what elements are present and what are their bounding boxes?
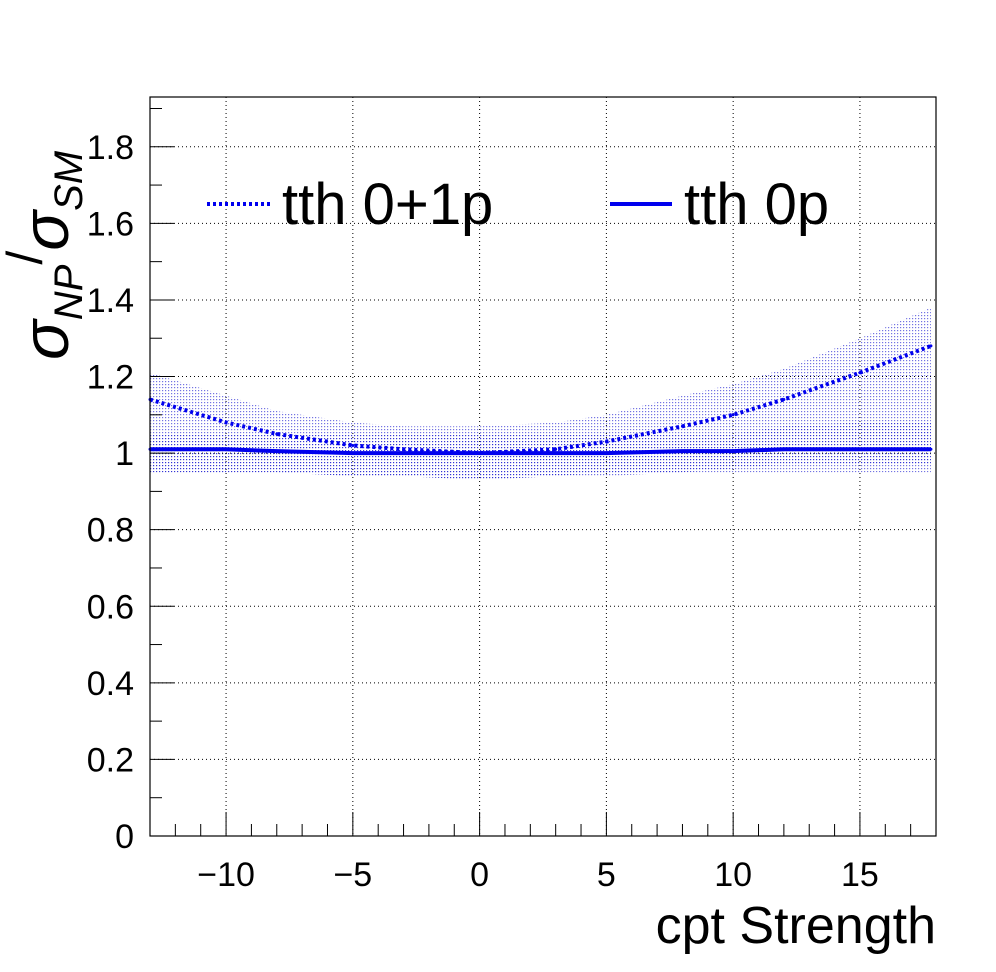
y-title-slash: / xyxy=(0,251,53,265)
x-tick-label-5: 15 xyxy=(841,856,879,894)
axis-tick-labels: −10 −5 0 5 10 15 0 0.2 0.4 0.6 0.8 1 1.2 1.4 1.6 1.8 xyxy=(87,129,879,894)
point-series-1-5 xyxy=(478,451,482,455)
point-series-1-9 xyxy=(731,449,735,453)
y-tick-label-2: 0.4 xyxy=(87,665,134,703)
x-tick-label-1: −5 xyxy=(333,856,372,894)
point-series-1-1 xyxy=(224,447,228,451)
point-series-0-3 xyxy=(351,443,355,447)
point-series-0-4 xyxy=(402,447,406,451)
point-series-0-7 xyxy=(604,440,608,444)
point-series-1-4 xyxy=(402,451,406,455)
y-tick-label-4: 0.8 xyxy=(87,512,134,550)
point-series-0-8 xyxy=(680,424,684,428)
point-series-0-1 xyxy=(224,420,228,424)
x-tick-label-2: 0 xyxy=(470,856,489,894)
y-title-sigma-np: σ xyxy=(8,318,82,360)
x-axis-title: cpt Strength xyxy=(656,897,936,955)
point-series-1-10 xyxy=(782,447,786,451)
y-tick-label-9: 1.8 xyxy=(87,129,134,167)
y-tick-label-8: 1.6 xyxy=(87,205,134,243)
y-tick-label-6: 1.2 xyxy=(87,359,134,397)
point-series-1-6 xyxy=(554,451,558,455)
point-series-1-3 xyxy=(351,451,355,455)
y-title-sub-np: NP xyxy=(47,264,91,320)
x-tick-label-3: 5 xyxy=(597,856,616,894)
point-series-1-12 xyxy=(929,447,933,451)
svg-text:σNP/σSM: σNP/σSM xyxy=(0,150,91,360)
point-series-1-11 xyxy=(858,447,862,451)
y-tick-label-5: 1 xyxy=(115,435,134,473)
y-tick-label-3: 0.6 xyxy=(87,588,134,626)
y-tick-label-1: 0.2 xyxy=(87,741,134,779)
legend-label-0p1p: tth 0+1p xyxy=(282,172,493,237)
point-series-0-2 xyxy=(275,432,279,436)
point-series-1-2 xyxy=(275,449,279,453)
x-tick-label-0: −10 xyxy=(197,856,255,894)
point-series-0-9 xyxy=(731,413,735,417)
legend: tth 0+1p tth 0p xyxy=(207,172,829,237)
point-series-1-7 xyxy=(604,451,608,455)
y-tick-label-7: 1.4 xyxy=(87,282,134,320)
axis-ticks xyxy=(150,107,912,837)
x-tick-label-4: 10 xyxy=(714,856,752,894)
series-lines xyxy=(148,344,933,456)
plot-frame xyxy=(149,96,937,837)
y-tick-label-0: 0 xyxy=(115,818,134,856)
point-series-1-8 xyxy=(680,449,684,453)
y-title-sigma-sm: σ xyxy=(8,209,82,251)
y-axis-title: σNP/σSM xyxy=(0,150,91,360)
point-series-0-12 xyxy=(929,344,933,348)
point-series-0-10 xyxy=(782,397,786,401)
legend-label-0p: tth 0p xyxy=(684,172,829,237)
point-series-0-6 xyxy=(554,447,558,451)
y-title-sub-sm: SM xyxy=(47,150,91,211)
point-series-0-11 xyxy=(858,371,862,375)
